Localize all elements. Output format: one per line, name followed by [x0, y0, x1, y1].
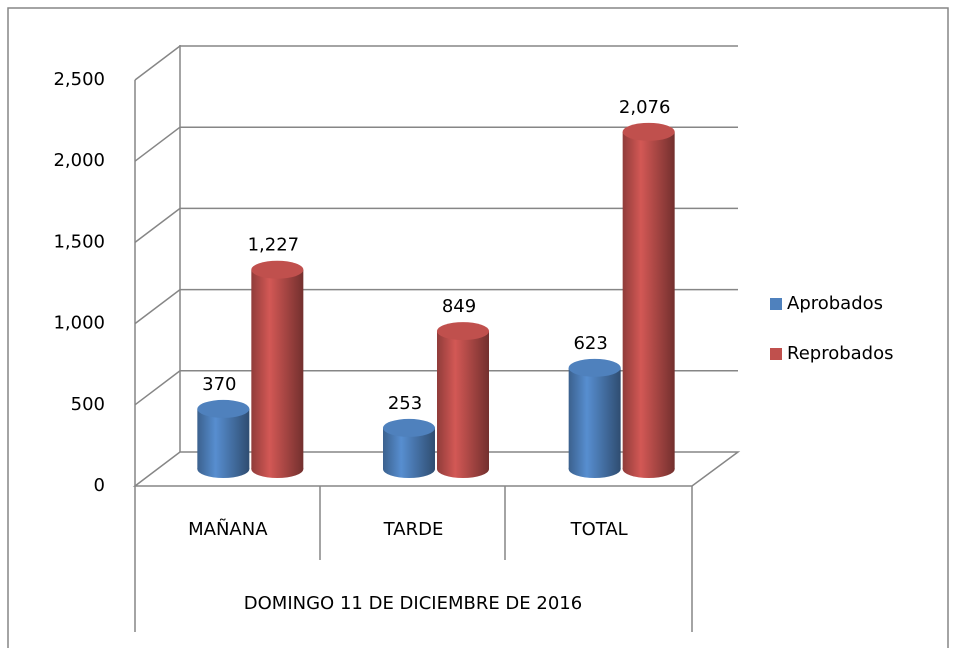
data-label: 253 [388, 393, 422, 414]
data-label: 849 [442, 296, 476, 317]
bar-top [251, 260, 304, 279]
bar-body [437, 331, 489, 469]
x-tick-label: MAÑANA [188, 518, 268, 540]
bar-body [568, 367, 621, 469]
y-tick-label: 0 [94, 475, 105, 496]
data-label: 2,076 [619, 97, 671, 118]
bar-top [383, 418, 435, 437]
y-tick-label: 2,500 [53, 69, 105, 90]
data-label: 370 [202, 374, 236, 395]
grid-line [134, 288, 738, 325]
y-tick-label: 2,000 [53, 150, 105, 171]
y-tick-label: 1,000 [53, 313, 105, 334]
grid-line [134, 45, 738, 81]
bar-body [622, 131, 675, 469]
y-tick-label: 1,500 [53, 231, 105, 252]
bar-top [197, 399, 250, 418]
bar [197, 399, 250, 478]
x-tick-label: TARDE [383, 519, 444, 540]
legend-swatch [770, 348, 782, 360]
legend-label: Aprobados [787, 293, 883, 314]
bar [383, 418, 435, 478]
y-tick-label: 500 [71, 394, 105, 415]
bar [568, 358, 621, 478]
bar-top [437, 322, 489, 341]
bar [622, 122, 675, 478]
bar-body [251, 269, 304, 469]
data-label: 623 [573, 333, 607, 354]
floor [132, 451, 741, 487]
bar [437, 322, 489, 478]
grid-line [134, 207, 738, 243]
legend-swatch [770, 298, 782, 310]
legend-label: Reprobados [787, 343, 894, 364]
grid-line [134, 126, 738, 162]
x-tick-label: TOTAL [570, 519, 628, 540]
bar-top [568, 358, 621, 377]
bar-top [622, 122, 675, 141]
bar-body [197, 408, 250, 469]
x-group-label: DOMINGO 11 DE DICIEMBRE DE 2016 [244, 593, 582, 614]
grid-line [134, 370, 738, 406]
data-label: 1,227 [248, 235, 300, 256]
bar [251, 260, 304, 478]
